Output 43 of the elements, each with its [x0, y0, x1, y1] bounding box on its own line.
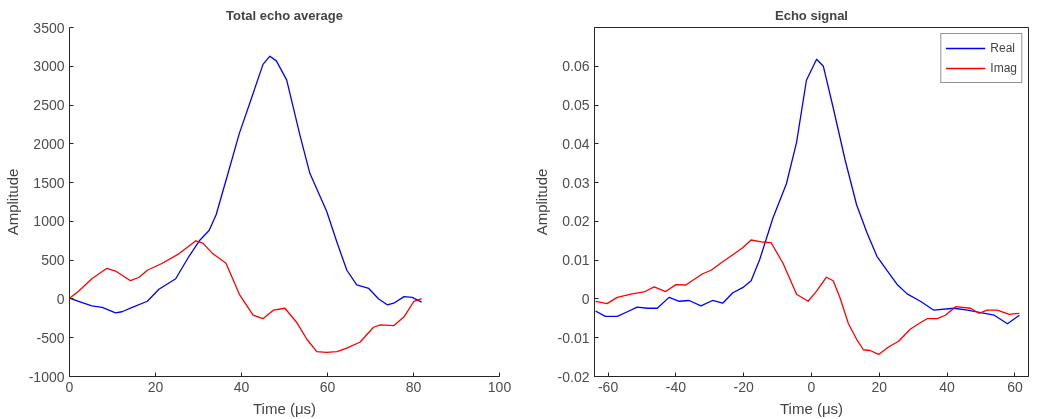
y-tick-label: 3500	[33, 19, 65, 36]
x-tick-label: 40	[233, 378, 250, 395]
x-tick-label: 60	[319, 378, 336, 395]
x-tick-label: 0	[807, 378, 816, 395]
y-tick-label: 500	[41, 252, 65, 269]
x-tick-label: -40	[665, 378, 687, 395]
legend-label: Imag	[990, 61, 1017, 75]
y-tick-label: 2000	[33, 135, 65, 152]
line-series	[69, 55, 423, 314]
y-tick-label: -0.02	[557, 368, 590, 385]
y-tick-label: 1000	[33, 213, 65, 230]
y-tick-label: -1000	[28, 368, 65, 385]
y-tick-label: -0.01	[557, 329, 590, 346]
x-tick-label: 100	[487, 378, 512, 395]
x-tick-label: 40	[939, 378, 956, 395]
y-tick-label: 0.02	[562, 213, 590, 230]
x-tick-label: 80	[405, 378, 422, 395]
y-tick-label: 0.05	[562, 97, 590, 114]
y-tick-label: 2500	[33, 97, 65, 114]
y-axis-title: Amplitude	[532, 168, 550, 236]
y-tick-label: 0	[581, 290, 590, 307]
x-tick-label: 20	[871, 378, 888, 395]
x-tick-label: -20	[733, 378, 755, 395]
y-tick-label: 3000	[33, 58, 65, 75]
x-axis-title: Time (μs)	[252, 399, 317, 417]
legend-label: Real	[990, 41, 1015, 55]
line-series	[594, 239, 1020, 356]
chart-title: Echo signal	[775, 7, 848, 23]
line-series	[594, 58, 1020, 325]
y-tick-label: -500	[36, 329, 65, 346]
line-series	[69, 240, 423, 354]
x-axis-title: Time (μs)	[779, 399, 844, 417]
y-tick-label: 1500	[33, 174, 65, 191]
y-tick-label: 0.04	[562, 135, 590, 152]
x-tick-label: 60	[1007, 378, 1023, 395]
x-tick-label: -60	[597, 378, 619, 395]
y-tick-label: 0.01	[562, 252, 590, 269]
y-tick-label: 0.03	[562, 174, 590, 191]
y-tick-label: 0.06	[562, 58, 590, 75]
y-axis-title: Amplitude	[3, 168, 21, 236]
y-tick-label: 0	[56, 290, 65, 307]
x-tick-label: 20	[147, 378, 164, 395]
chart-title: Total echo average	[226, 7, 343, 23]
